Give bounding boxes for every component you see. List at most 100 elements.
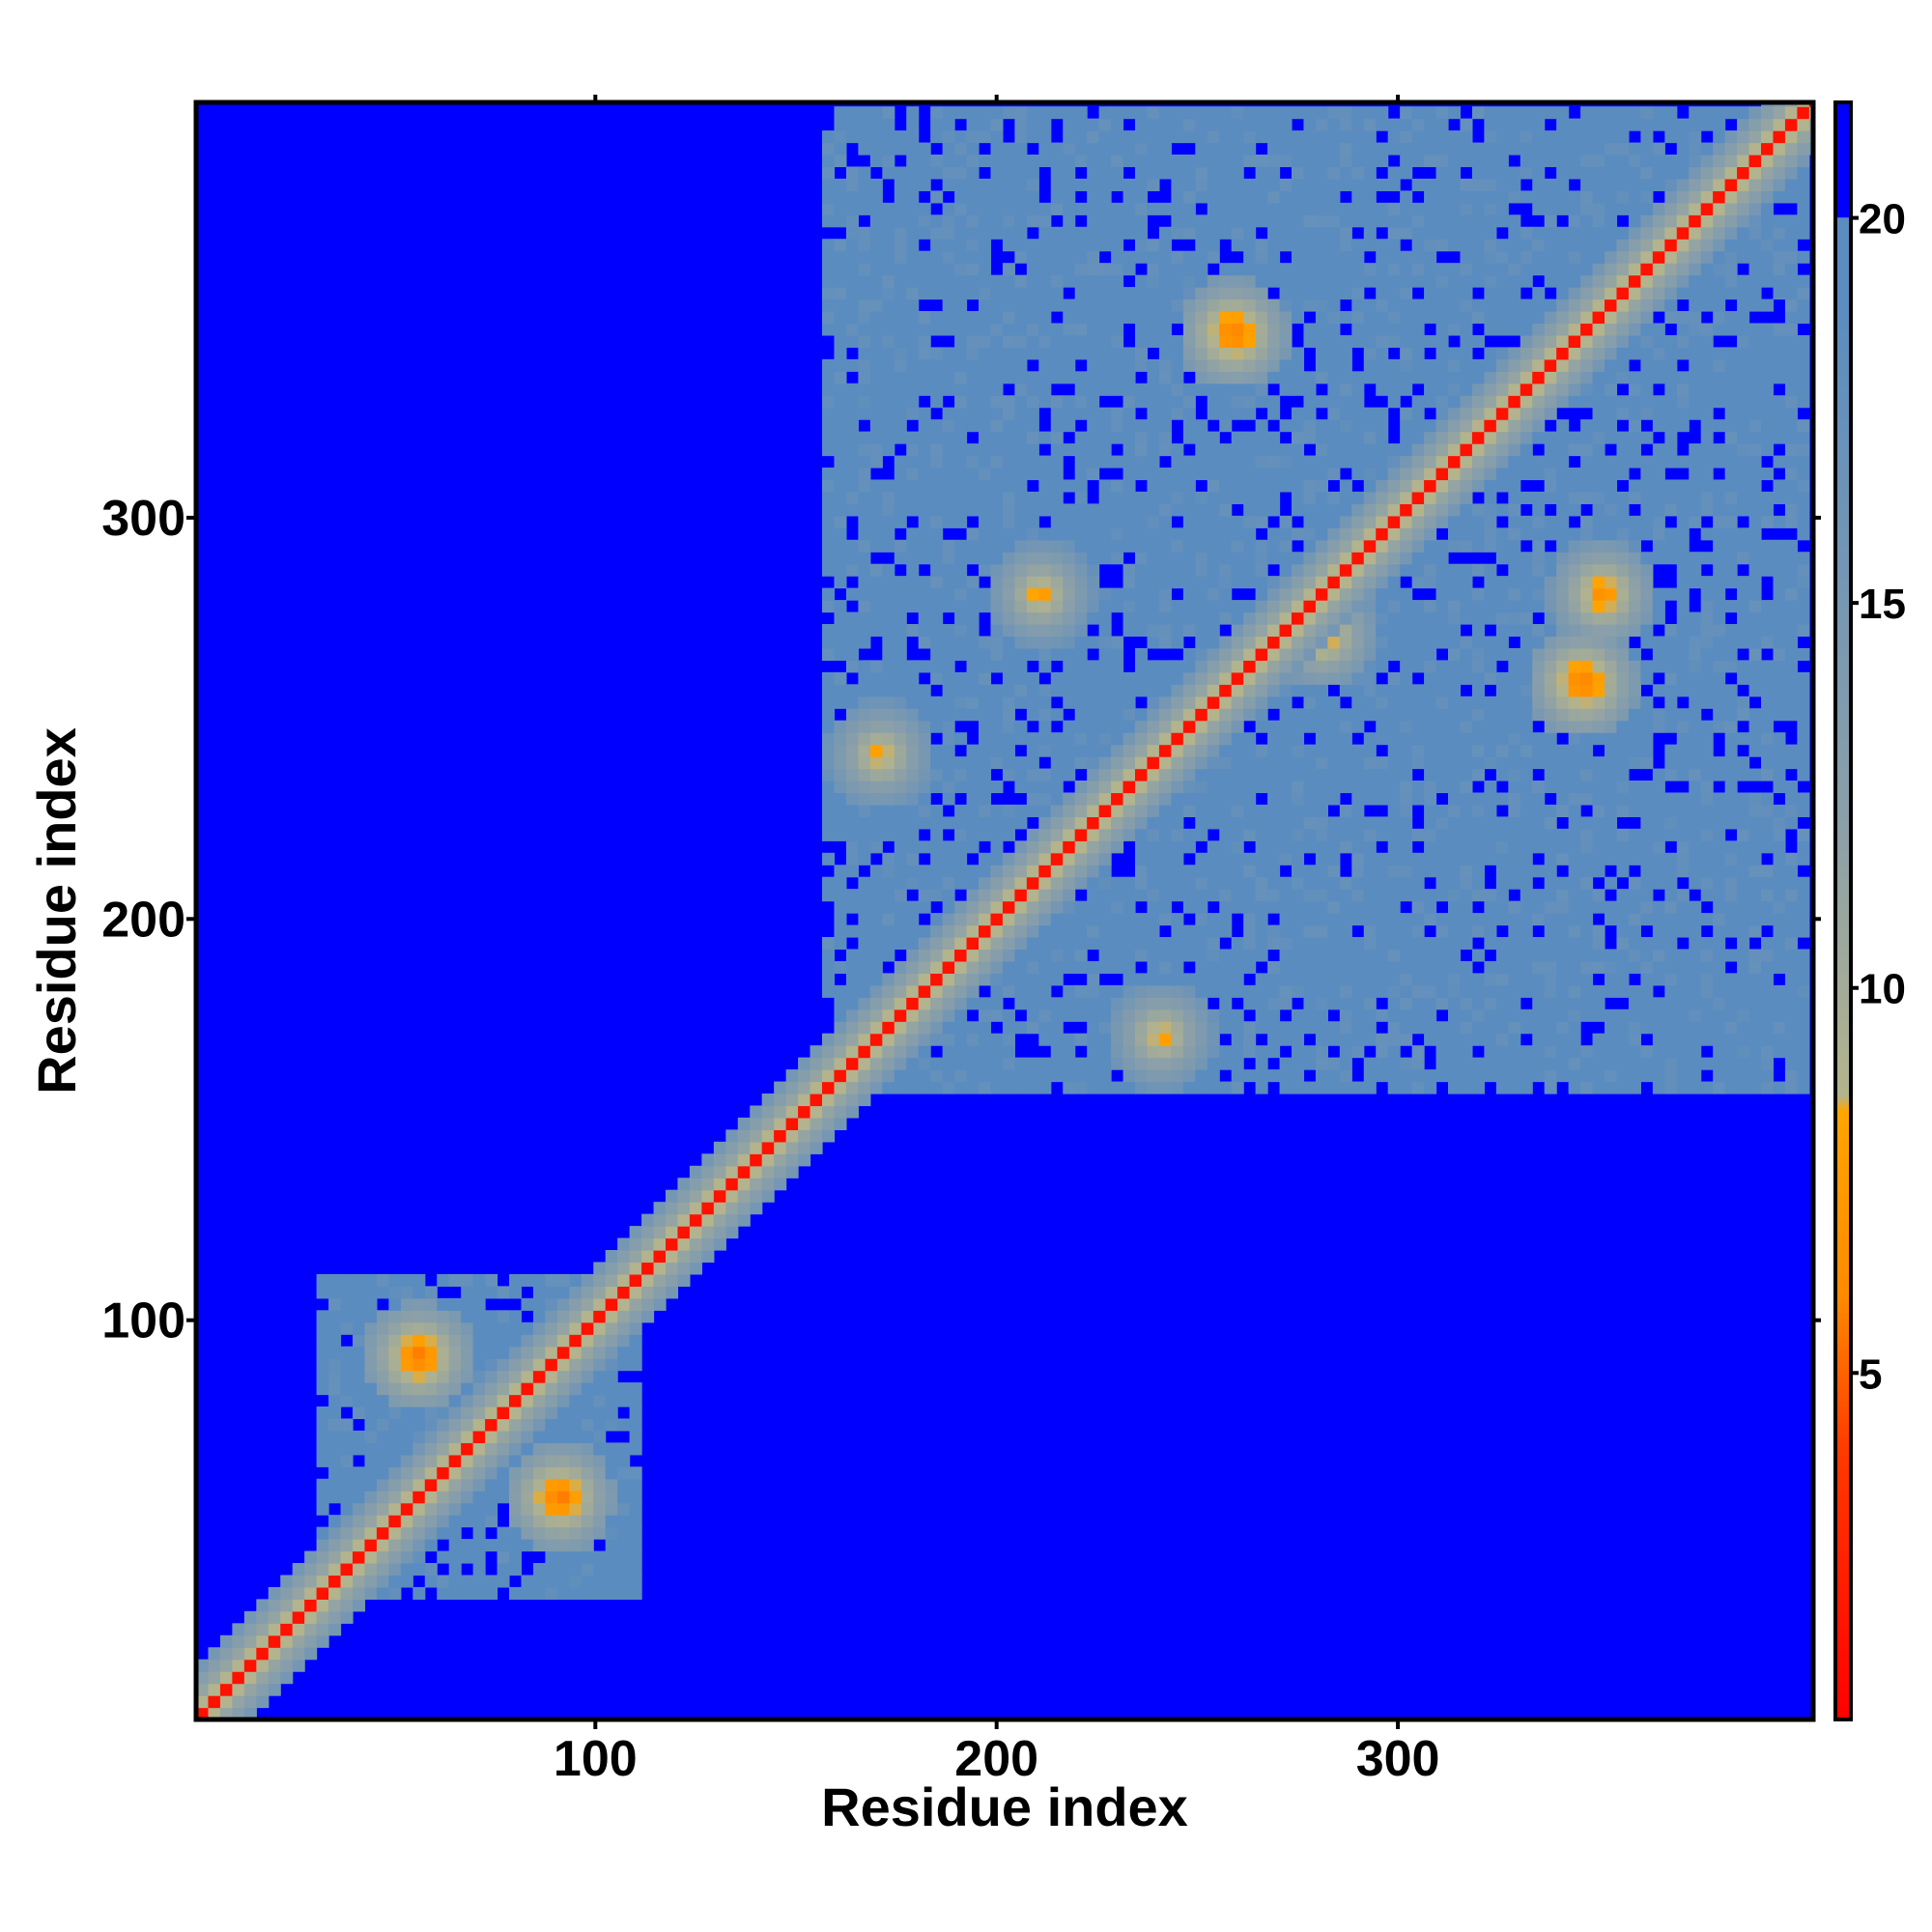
heatmap-cell — [1038, 937, 1052, 951]
heatmap-cell — [1376, 371, 1389, 384]
heatmap-cell — [1255, 323, 1268, 336]
heatmap-cell — [906, 190, 920, 204]
heatmap-cell — [918, 708, 931, 722]
heatmap-cell — [954, 190, 968, 204]
heatmap-cell — [1063, 1009, 1076, 1022]
heatmap-cell — [822, 1057, 836, 1070]
heatmap-cell — [1279, 455, 1293, 469]
heatmap-cell — [869, 792, 883, 806]
heatmap-cell — [1460, 419, 1473, 433]
heatmap-cell — [1303, 1081, 1317, 1094]
heatmap-cell — [1339, 732, 1352, 746]
heatmap-cell — [1087, 431, 1100, 444]
heatmap-cell — [353, 1526, 366, 1540]
heatmap-cell — [1026, 106, 1039, 120]
heatmap-cell — [497, 1466, 510, 1480]
heatmap-cell — [1387, 973, 1401, 986]
heatmap-cell — [979, 503, 992, 517]
heatmap-cell — [1448, 443, 1462, 457]
heatmap-cell — [472, 1310, 486, 1323]
heatmap-cell — [1327, 468, 1341, 481]
heatmap-cell — [1387, 491, 1401, 504]
heatmap-cell — [1135, 587, 1149, 601]
heatmap-cell — [1111, 334, 1124, 348]
heatmap-cell — [918, 515, 931, 528]
heatmap-cell — [1292, 383, 1305, 396]
heatmap-cell — [1460, 274, 1473, 288]
heatmap-cell — [509, 1478, 523, 1492]
heatmap-cell — [906, 395, 920, 409]
heatmap-cell — [1424, 334, 1437, 348]
heatmap-cell — [1400, 407, 1413, 420]
heatmap-cell — [1050, 1009, 1064, 1022]
heatmap-cell — [894, 347, 907, 360]
heatmap-cell — [930, 647, 944, 661]
heatmap-cell — [1255, 720, 1268, 733]
heatmap-cell — [1376, 756, 1389, 770]
heatmap-cell — [834, 118, 847, 131]
heatmap-cell — [1182, 202, 1196, 215]
heatmap-cell — [1231, 539, 1244, 553]
heatmap-cell — [1182, 1045, 1196, 1059]
heatmap-cell — [1219, 997, 1233, 1010]
heatmap-cell — [1460, 924, 1473, 938]
heatmap-cell — [942, 1069, 955, 1083]
heatmap-cell — [954, 937, 968, 951]
heatmap-cell — [353, 1370, 366, 1383]
heatmap-cell — [545, 1406, 558, 1420]
heatmap-cell — [822, 960, 836, 974]
heatmap-cell — [954, 1033, 968, 1046]
heatmap-cell — [497, 1442, 510, 1456]
heatmap-cell — [1315, 973, 1328, 986]
heatmap-cell — [918, 876, 931, 890]
heatmap-cell — [906, 226, 920, 240]
heatmap-cell — [1471, 636, 1485, 649]
heatmap-cell — [1122, 913, 1136, 926]
heatmap-cell — [1135, 118, 1149, 131]
heatmap-cell — [1026, 539, 1039, 553]
heatmap-cell — [1424, 937, 1437, 951]
heatmap-cell — [1460, 142, 1473, 156]
heatmap-cell — [1339, 997, 1352, 1010]
heatmap-cell — [1207, 202, 1220, 215]
heatmap-cell — [1050, 106, 1064, 120]
heatmap-cell — [1303, 636, 1317, 649]
heatmap-cell — [1074, 756, 1088, 770]
heatmap-cell — [1243, 142, 1257, 156]
heatmap-cell — [497, 1539, 510, 1552]
heatmap-cell — [942, 1081, 955, 1094]
heatmap-cell — [666, 1213, 679, 1227]
heatmap-cell — [1158, 1069, 1172, 1083]
heatmap-cell — [990, 358, 1004, 372]
heatmap-cell — [1411, 202, 1425, 215]
heatmap-cell — [858, 611, 871, 625]
heatmap-cell — [869, 913, 883, 926]
heatmap-cell — [388, 1273, 402, 1287]
heatmap-cell — [954, 552, 968, 565]
heatmap-cell — [1448, 781, 1462, 794]
heatmap-cell — [1279, 611, 1293, 625]
heatmap-cell — [1460, 515, 1473, 528]
heatmap-cell — [545, 1321, 558, 1335]
heatmap-cell — [400, 1406, 413, 1420]
heatmap-cell — [1243, 527, 1257, 541]
heatmap-cell — [1098, 431, 1112, 444]
heatmap-cell — [1026, 515, 1039, 528]
heatmap-cell — [1098, 756, 1112, 770]
heatmap-cell — [942, 118, 955, 131]
heatmap-cell — [1387, 900, 1401, 914]
heatmap-cell — [1171, 804, 1184, 817]
heatmap-cell — [1351, 636, 1365, 649]
heatmap-cell — [1147, 576, 1160, 589]
heatmap-cell — [1074, 997, 1088, 1010]
heatmap-cell — [1195, 1081, 1208, 1094]
heatmap-cell — [1279, 190, 1293, 204]
heatmap-cell — [1182, 660, 1196, 673]
heatmap-cell — [966, 792, 980, 806]
heatmap-cell — [785, 1141, 799, 1154]
heatmap-cell — [1135, 190, 1149, 204]
heatmap-cell — [1026, 708, 1039, 722]
heatmap-cell — [1363, 515, 1377, 528]
heatmap-cell — [1207, 937, 1220, 951]
heatmap-cell — [990, 600, 1004, 613]
